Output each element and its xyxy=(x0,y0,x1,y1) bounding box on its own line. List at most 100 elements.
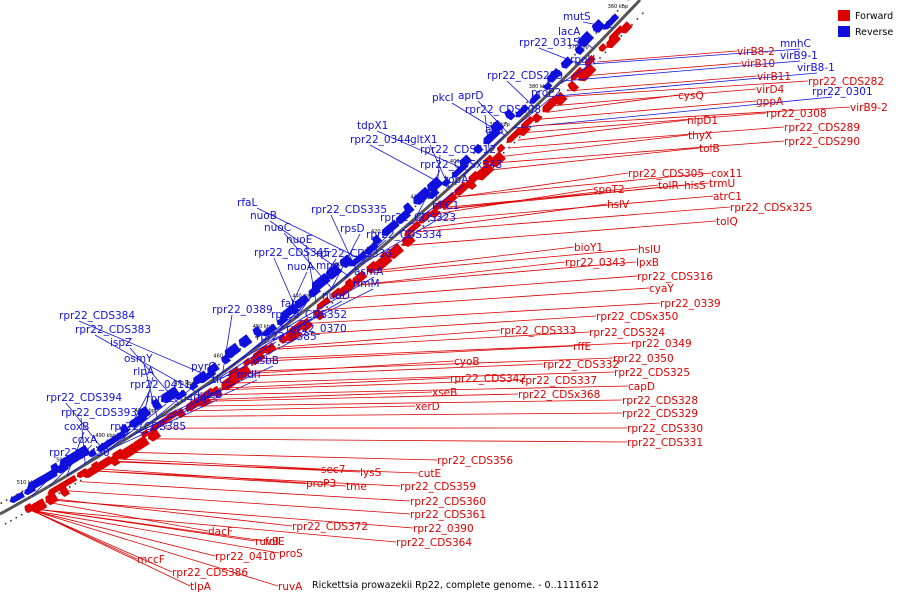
forward-gene-feature[interactable] xyxy=(618,21,633,35)
forward-gene-label[interactable]: rpr22_CDS325 xyxy=(614,367,690,379)
reverse-gene-label[interactable]: nuoC xyxy=(264,222,291,234)
reverse-gene-label[interactable]: rpr22_CDS336 xyxy=(316,248,392,260)
forward-gene-feature[interactable] xyxy=(417,210,433,225)
forward-gene-label[interactable]: cyaY xyxy=(649,283,674,295)
forward-gene-label[interactable]: capD xyxy=(628,381,655,393)
reverse-gene-label[interactable]: rpr22_0370 xyxy=(286,323,347,335)
forward-gene-label[interactable]: rpr22_CDS305 xyxy=(628,168,704,180)
reverse-gene-label[interactable]: topA xyxy=(444,174,469,186)
forward-gene-label[interactable]: rpr22_0350 xyxy=(613,353,674,365)
forward-gene-label[interactable]: hslU xyxy=(638,244,661,256)
reverse-gene-feature[interactable] xyxy=(251,325,264,339)
reverse-gene-label[interactable]: tdpX1 xyxy=(357,120,388,132)
forward-gene-label[interactable]: cysQ xyxy=(678,90,704,102)
reverse-gene-feature[interactable] xyxy=(348,251,367,268)
forward-gene-feature[interactable] xyxy=(569,66,585,83)
forward-gene-label[interactable]: ruvB xyxy=(255,536,279,548)
reverse-gene-feature[interactable] xyxy=(576,30,595,49)
forward-gene-feature[interactable] xyxy=(487,151,506,169)
reverse-gene-label[interactable]: rfaL xyxy=(237,197,257,209)
forward-gene-label[interactable]: tolB xyxy=(699,143,720,155)
reverse-gene-feature[interactable] xyxy=(119,423,130,435)
reverse-gene-label[interactable]: hflC1 xyxy=(432,200,459,212)
reverse-gene-feature[interactable] xyxy=(559,56,574,70)
forward-gene-label[interactable]: rpr22_CDS360 xyxy=(410,496,486,508)
forward-gene-label[interactable]: cyoB xyxy=(454,356,480,368)
forward-gene-label[interactable]: rpr22_CDS316 xyxy=(637,271,713,283)
forward-gene-label[interactable]: tme xyxy=(346,481,367,493)
reverse-gene-feature[interactable] xyxy=(528,92,541,106)
reverse-gene-label[interactable]: pkcI xyxy=(432,92,454,104)
forward-gene-label[interactable]: rpr22_0390 xyxy=(413,523,474,535)
forward-gene-feature[interactable] xyxy=(552,91,568,108)
forward-gene-label[interactable]: sec7 xyxy=(321,464,345,476)
reverse-gene-feature[interactable] xyxy=(514,104,530,119)
forward-gene-label[interactable]: rpr22_CDS332 xyxy=(543,359,619,371)
forward-gene-feature[interactable] xyxy=(400,233,416,248)
reverse-gene-label[interactable]: rpr22_CDS345 xyxy=(254,247,330,259)
forward-gene-label[interactable]: ruvA xyxy=(278,581,303,593)
reverse-gene-label[interactable]: virB8-1 xyxy=(797,62,835,74)
forward-gene-feature[interactable] xyxy=(464,178,477,191)
reverse-gene-label[interactable]: rpr22_0344 xyxy=(350,134,411,146)
forward-gene-label[interactable]: rpr22_CDS342 xyxy=(450,373,526,385)
forward-gene-label[interactable]: lpxB xyxy=(636,257,659,269)
reverse-gene-feature[interactable] xyxy=(71,444,91,462)
forward-gene-label[interactable]: rpr22_0410 xyxy=(215,551,276,563)
reverse-gene-feature[interactable] xyxy=(110,430,127,444)
reverse-gene-feature[interactable] xyxy=(601,13,620,32)
forward-gene-feature[interactable] xyxy=(96,455,114,471)
forward-gene-label[interactable]: rpr22_CDS337 xyxy=(521,375,597,387)
forward-gene-label[interactable]: rpr22_CDS330 xyxy=(627,423,703,435)
forward-gene-feature[interactable] xyxy=(566,80,580,93)
forward-gene-feature[interactable] xyxy=(131,435,150,453)
reverse-gene-label[interactable]: rpr22_0385 xyxy=(256,331,317,343)
forward-gene-label[interactable]: rpr22_CDS324 xyxy=(589,327,665,339)
forward-gene-feature[interactable] xyxy=(385,243,404,261)
reverse-gene-feature[interactable] xyxy=(402,202,415,215)
forward-gene-label[interactable]: virB8-2 xyxy=(737,46,775,58)
reverse-gene-label[interactable]: pyrG xyxy=(191,361,216,373)
forward-gene-feature[interactable] xyxy=(315,296,331,312)
reverse-gene-label[interactable]: rpr22_CDS385 xyxy=(110,421,186,433)
reverse-gene-feature[interactable] xyxy=(49,462,62,476)
forward-gene-feature[interactable] xyxy=(496,143,506,154)
forward-gene-feature[interactable] xyxy=(429,207,441,219)
reverse-gene-feature[interactable] xyxy=(237,334,253,349)
forward-gene-label[interactable]: hslV xyxy=(607,199,630,211)
reverse-gene-label[interactable]: nuoB xyxy=(250,210,277,222)
reverse-gene-feature[interactable] xyxy=(574,44,585,56)
forward-gene-label[interactable]: folE xyxy=(265,536,285,548)
reverse-gene-feature[interactable] xyxy=(503,108,516,122)
reverse-gene-feature[interactable] xyxy=(338,254,354,269)
reverse-gene-label[interactable]: nuoE xyxy=(286,234,312,246)
forward-gene-label[interactable]: trmU xyxy=(709,178,735,190)
forward-gene-feature[interactable] xyxy=(597,43,608,53)
reverse-gene-label[interactable]: rpr22_CDS312 xyxy=(420,144,496,156)
forward-gene-feature[interactable] xyxy=(575,62,597,84)
reverse-gene-label[interactable]: rpr22_CDS384 xyxy=(59,310,135,322)
forward-gene-label[interactable]: virD4 xyxy=(756,84,785,96)
forward-gene-label[interactable]: proP3 xyxy=(306,478,336,490)
forward-gene-label[interactable]: tlpA xyxy=(190,581,212,593)
forward-gene-label[interactable]: xseB xyxy=(432,387,457,399)
reverse-gene-label[interactable]: dsbB xyxy=(253,355,279,367)
forward-gene-feature[interactable] xyxy=(116,442,139,462)
forward-gene-label[interactable]: rpr22_CDSx368 xyxy=(518,389,600,401)
reverse-gene-label[interactable]: fabI xyxy=(281,298,301,310)
reverse-gene-feature[interactable] xyxy=(205,362,220,376)
forward-gene-label[interactable]: cox11 xyxy=(711,168,742,180)
reverse-gene-feature[interactable] xyxy=(25,475,47,492)
reverse-gene-label[interactable]: rpr22_CDSx343 xyxy=(420,159,502,171)
reverse-gene-label[interactable]: rpr22_CDS334 xyxy=(366,229,442,241)
forward-gene-label[interactable]: atrC1 xyxy=(713,191,742,203)
forward-gene-label[interactable]: rpr22_0308 xyxy=(766,108,827,120)
reverse-gene-label[interactable]: asd xyxy=(485,124,504,136)
forward-gene-label[interactable]: rpr22_CDSx350 xyxy=(596,311,678,323)
reverse-gene-label[interactable]: rpr22_0389 xyxy=(212,304,273,316)
forward-gene-feature[interactable] xyxy=(473,162,495,183)
forward-gene-feature[interactable] xyxy=(140,429,150,438)
forward-gene-label[interactable]: rpr22_CDS290 xyxy=(784,136,860,148)
reverse-gene-label[interactable]: rpr22_CDS323 xyxy=(380,212,456,224)
